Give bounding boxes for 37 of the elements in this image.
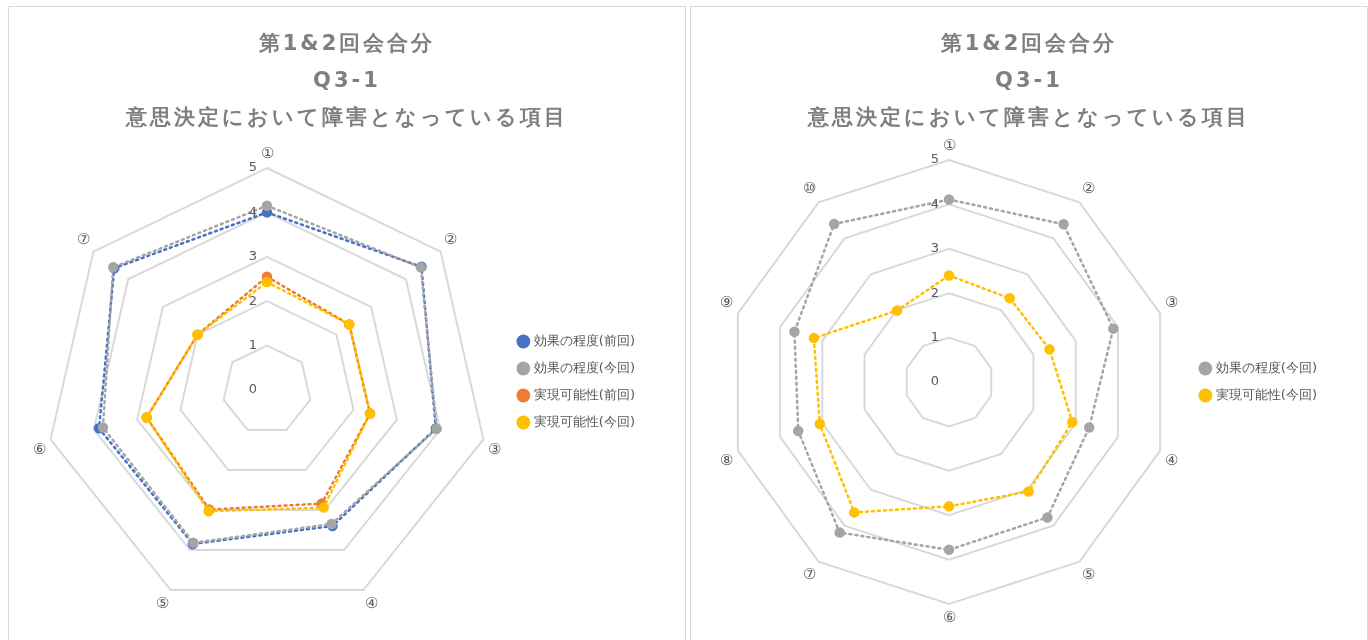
legend-label: 効果の程度(前回) [533,332,636,348]
spoke-label: ⑤ [1082,564,1096,582]
y-tick-label: 0 [248,381,257,397]
spoke-label: ③ [488,439,502,457]
spoke-label: ⑥ [32,439,46,457]
legend-label: 実現可能性(今回) [533,413,636,429]
spoke-label: ④ [1164,451,1178,469]
spoke-label: ⑤ [155,593,169,611]
chart-title: 第1&2回会合分 Q3-1 意思決定において障害となっている項目 [124,30,569,131]
y-tick-label: 0 [930,373,939,389]
spoke-label: ③ [1164,292,1178,310]
y-tick-label: 4 [248,203,257,219]
y-tick-label: 1 [930,328,939,344]
legend-label: 実現可能性(前回) [533,386,636,402]
spoke-label: ② [444,229,458,247]
y-tick-label: 2 [248,292,257,308]
spoke-label: ⑦ [76,229,90,247]
legend-label: 実現可能性(今回) [1215,386,1318,402]
spoke-label: ② [1082,179,1096,197]
spoke-label: ① [260,144,274,162]
chart-title: 第1&2回会合分 Q3-1 意思決定において障害となっている項目 [806,30,1251,131]
spoke-label: ⑥ [942,608,956,626]
y-tick-label: 2 [930,284,939,300]
y-tick-label: 3 [930,240,939,256]
spoke-label: ⑦ [802,564,816,582]
y-tick-label: 1 [248,336,257,352]
spoke-label: ⑨ [720,292,734,310]
legend-label: 効果の程度(今回) [533,359,636,375]
spoke-label: ⑩ [802,179,816,197]
y-tick-label: 5 [930,151,939,167]
y-tick-label: 3 [248,248,257,264]
spoke-label: ④ [365,593,379,611]
y-tick-label: 5 [248,159,257,175]
spoke-label: ① [942,136,956,154]
spoke-label: ⑧ [720,451,734,469]
y-tick-label: 4 [930,195,939,211]
legend-label: 効果の程度(今回) [1215,359,1318,375]
